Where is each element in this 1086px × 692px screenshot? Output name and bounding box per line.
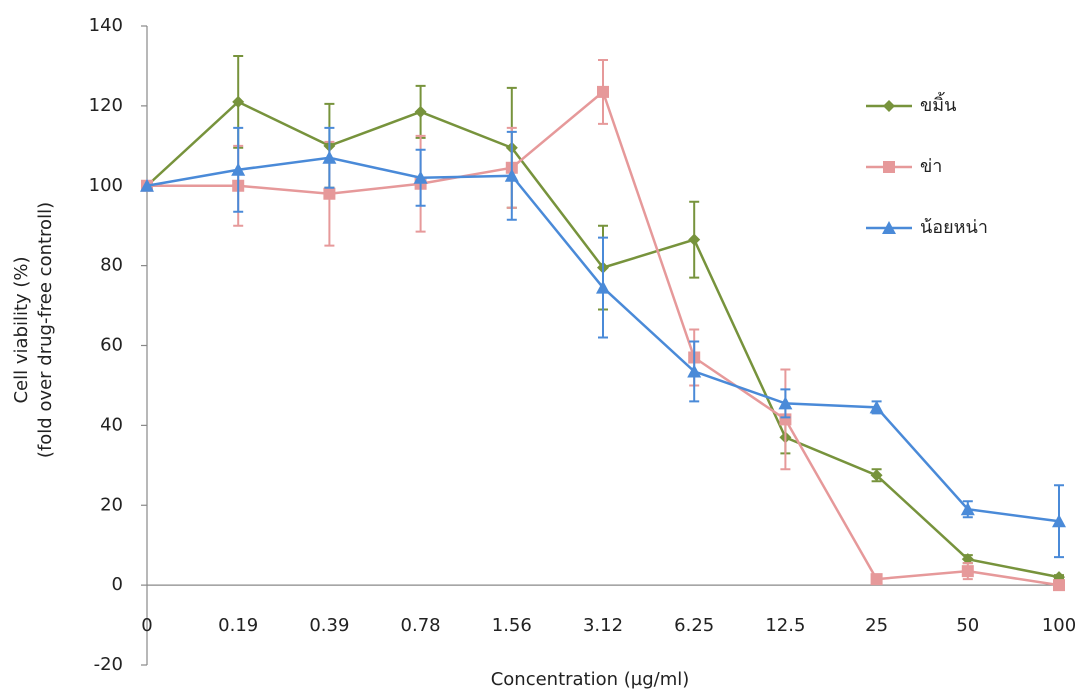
y-axis-label: Cell viability (%) [11,256,32,403]
x-axis-label: Concentration (µg/ml) [491,669,690,690]
y-tick-label: 60 [100,335,123,356]
x-tick-label: 3.12 [583,615,623,636]
y-tick-label: 140 [89,15,123,36]
y-tick-label: 20 [100,494,123,515]
y-tick-label: 40 [100,414,123,435]
x-tick-label: 12.5 [765,615,805,636]
y-tick-label: 100 [89,175,123,196]
line [147,158,1059,521]
x-tick-label: 6.25 [674,615,714,636]
y-tick-label: 120 [89,95,123,116]
legend-label: ข่า [920,156,942,177]
y-tick-label: -20 [94,654,123,675]
x-tick-label: 100 [1042,615,1076,636]
x-tick-label: 0.78 [401,615,441,636]
legend-label: น้อยหน่า [920,217,988,238]
marker [415,106,427,118]
series [140,128,1066,557]
marker [597,86,609,98]
marker [323,188,335,200]
legend-label: ขมิ้น [920,92,956,116]
x-tick-label: 25 [865,615,888,636]
x-tick-label: 50 [956,615,979,636]
x-tick-label: 0.19 [218,615,258,636]
y-axis-label: (fold over drug-free controll) [35,202,56,458]
x-tick-label: 1.56 [492,615,532,636]
marker [962,565,974,577]
marker [883,161,895,173]
marker [1053,579,1065,591]
y-tick-label: 0 [112,574,123,595]
marker [871,573,883,585]
y-tick-label: 80 [100,255,123,276]
marker [688,234,700,246]
x-tick-label: 0 [141,615,152,636]
marker [883,100,895,112]
x-tick-label: 0.39 [309,615,349,636]
chart: Concentration (µg/ml) Cell viability (%)… [0,0,1086,692]
